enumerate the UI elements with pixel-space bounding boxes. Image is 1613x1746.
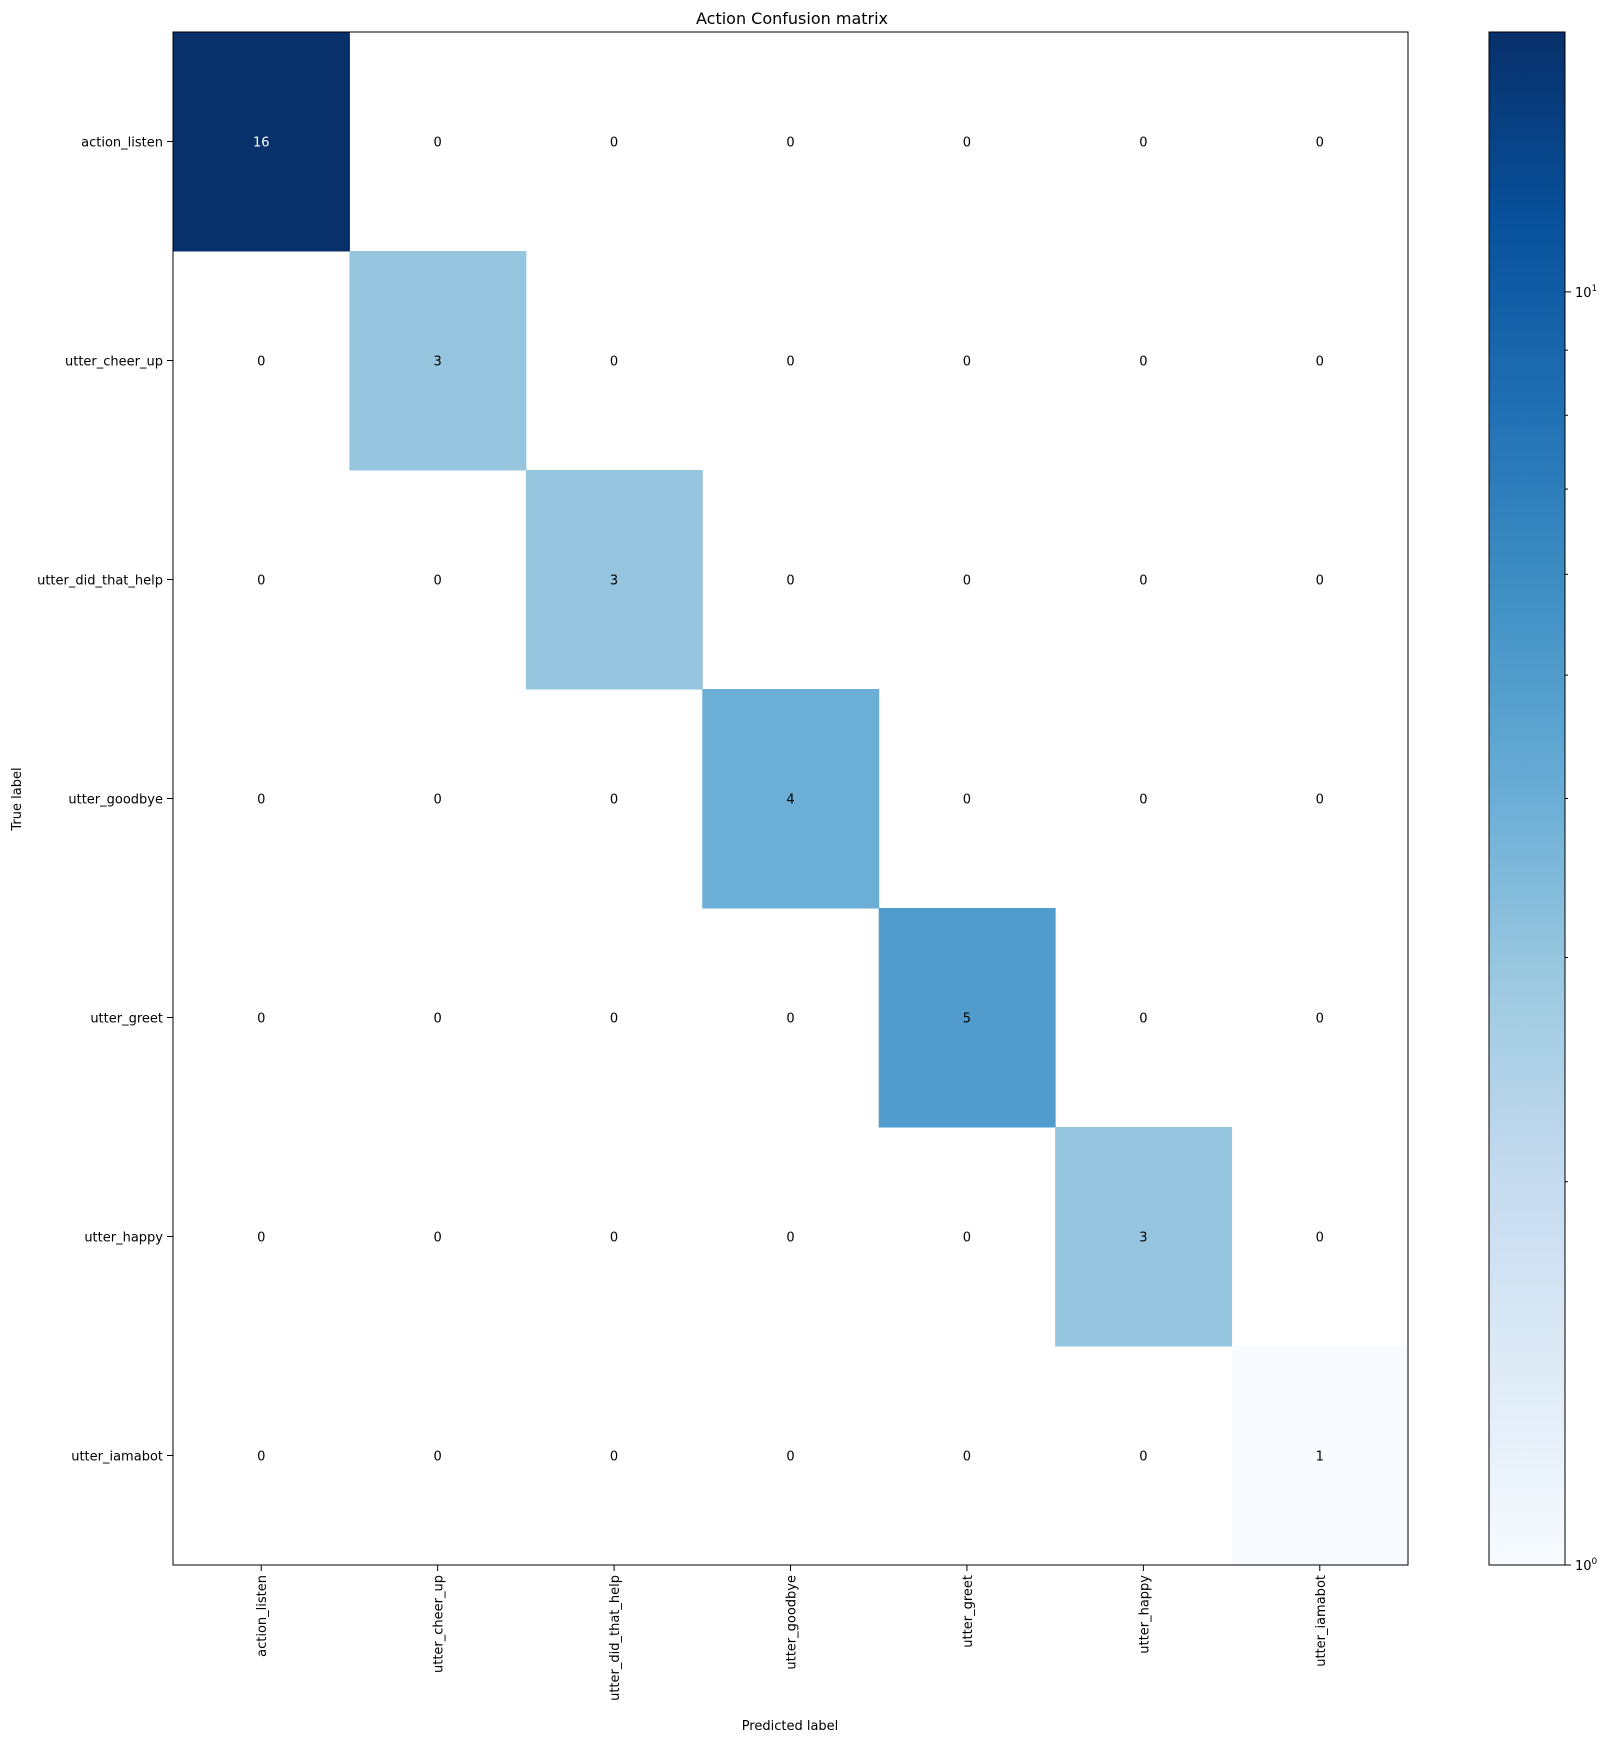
colorbar-ticks: 100 101 (1565, 284, 1598, 1574)
cell-value-label: 0 (1316, 793, 1324, 808)
cell-value-label: 0 (1316, 1231, 1324, 1246)
cell-value-label: 1 (1316, 1450, 1324, 1465)
y-tick-label: utter_did_that_help (37, 574, 163, 589)
cell-value-label: 0 (1139, 136, 1147, 151)
cell-value-label: 0 (434, 1450, 442, 1465)
cell-value-label: 0 (786, 355, 794, 370)
cell-value-label: 0 (434, 1012, 442, 1027)
cell-value-label: 0 (1139, 355, 1147, 370)
heatmap-cell (702, 689, 880, 909)
x-tick-label: action_listen (255, 1575, 270, 1657)
y-tick-label: utter_goodbye (68, 793, 163, 808)
cell-value-label: 0 (963, 793, 971, 808)
y-tick-label: action_listen (81, 136, 163, 151)
cell-value-label: 0 (1139, 574, 1147, 589)
cell-value-label: 5 (963, 1012, 971, 1027)
chart-title: Action Confusion matrix (696, 9, 888, 28)
cell-value-label: 0 (257, 355, 265, 370)
cell-value-label: 0 (1316, 1012, 1324, 1027)
cell-value-label: 0 (1139, 1012, 1147, 1027)
x-axis-ticks: action_listen utter_cheer_up utter_did_tha… (255, 1565, 1329, 1701)
y-axis-label: True label (10, 767, 25, 831)
cell-value-label: 0 (963, 136, 971, 151)
cell-value-label: 0 (1316, 136, 1324, 151)
cell-value-label: 0 (1139, 793, 1147, 808)
cell-value-label: 0 (434, 793, 442, 808)
cell-value-label: 0 (963, 574, 971, 589)
cell-value-label: 0 (257, 1450, 265, 1465)
cell-value-label: 0 (786, 136, 794, 151)
cell-value-label: 0 (1316, 574, 1324, 589)
cell-value-label: 0 (434, 574, 442, 589)
cell-value-label: 0 (1139, 1450, 1147, 1465)
x-axis-label: Predicted label (742, 1719, 839, 1734)
cell-value-label: 0 (610, 1012, 618, 1027)
x-tick-label: utter_goodbye (785, 1575, 800, 1670)
cell-value-label: 0 (610, 355, 618, 370)
y-axis-ticks: action_listen utter_cheer_up utter_did_tha… (37, 136, 173, 1465)
cell-value-label: 0 (963, 1231, 971, 1246)
cell-value-label: 0 (786, 574, 794, 589)
heatmap-cell (1231, 1346, 1409, 1566)
heatmap-cells (173, 32, 1409, 1566)
cell-value-label: 0 (610, 136, 618, 151)
cell-value-label: 0 (963, 355, 971, 370)
heatmap-cell (349, 251, 527, 471)
colorbar-tick-label: 100 (1575, 1557, 1598, 1574)
colorbar-tick-label: 101 (1575, 284, 1597, 301)
cell-value-label: 0 (434, 136, 442, 151)
cell-value-label: 0 (257, 793, 265, 808)
colorbar (1488, 31, 1566, 1566)
y-tick-label: utter_greet (90, 1012, 163, 1027)
heatmap-cell (173, 32, 350, 252)
x-tick-label: utter_did_that_help (608, 1575, 623, 1701)
cell-value-label: 3 (434, 355, 442, 370)
cell-value-label: 4 (786, 793, 794, 808)
cell-value-label: 0 (963, 1450, 971, 1465)
x-tick-label: utter_iamabot (1314, 1575, 1329, 1667)
cell-value-label: 0 (434, 1231, 442, 1246)
cell-value-label: 3 (610, 574, 618, 589)
y-tick-label: utter_happy (84, 1231, 163, 1246)
heatmap-cell (878, 908, 1056, 1128)
x-tick-label: utter_greet (961, 1575, 976, 1648)
cell-value-label: 0 (610, 1231, 618, 1246)
cell-value-labels: 16 0 0 0 0 0 0 0 3 0 0 0 0 0 0 0 3 0 0 0 0 0 0 0 4 0 0 0 0 0 0 0 5 0 0 0 0 0 0… (253, 136, 1324, 1465)
cell-value-label: 0 (786, 1450, 794, 1465)
cell-value-label: 0 (786, 1012, 794, 1027)
cell-value-label: 0 (257, 1012, 265, 1027)
cell-value-label: 0 (786, 1231, 794, 1246)
x-tick-label: utter_happy (1137, 1575, 1152, 1654)
cell-value-label: 3 (1139, 1231, 1147, 1246)
y-tick-label: utter_iamabot (71, 1450, 163, 1465)
cell-value-label: 0 (257, 574, 265, 589)
cell-value-label: 0 (1316, 355, 1324, 370)
cell-value-label: 16 (253, 136, 270, 151)
y-tick-label: utter_cheer_up (65, 355, 163, 370)
x-tick-label: utter_cheer_up (432, 1575, 447, 1673)
heatmap-cell (1055, 1127, 1233, 1347)
cell-value-label: 0 (610, 1450, 618, 1465)
heatmap-cell (525, 470, 703, 690)
cell-value-label: 0 (257, 1231, 265, 1246)
cell-value-label: 0 (610, 793, 618, 808)
